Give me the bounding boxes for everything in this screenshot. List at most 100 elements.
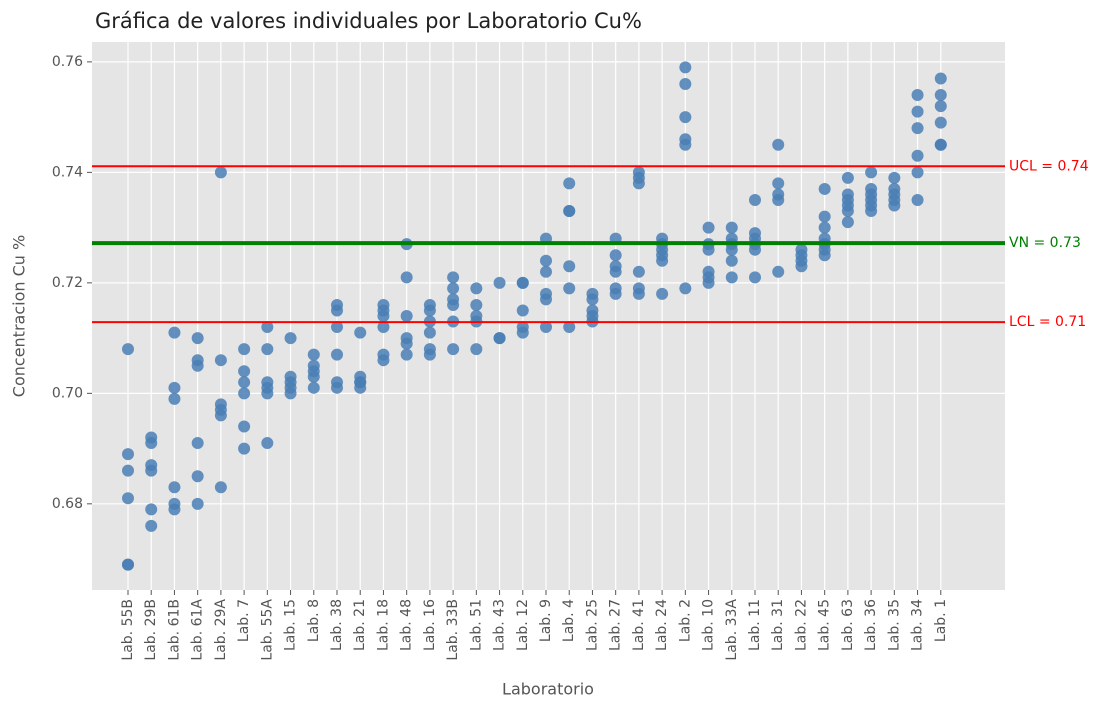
point: [516, 326, 529, 339]
point: [284, 387, 297, 400]
point: [423, 326, 436, 339]
reference-label: LCL = 0.71: [1009, 314, 1086, 330]
point: [540, 254, 552, 267]
point: [238, 442, 251, 455]
point: [818, 182, 831, 195]
point: [679, 77, 692, 90]
point: [331, 321, 343, 334]
x-tick-label: Lab. 33B: [445, 599, 461, 661]
point: [470, 282, 483, 295]
point: [888, 199, 901, 212]
point: [609, 265, 622, 278]
x-tick-label: Lab. 63: [840, 599, 856, 651]
point: [284, 332, 297, 345]
x-tick-label: Lab. 15: [283, 599, 299, 651]
x-tick-label: Lab. 35: [886, 599, 902, 651]
point: [423, 348, 436, 361]
point: [261, 437, 274, 450]
point: [540, 293, 552, 306]
x-tick-label: Lab. 55B: [120, 599, 136, 661]
point: [841, 205, 854, 218]
grid: [92, 42, 1005, 590]
point: [214, 409, 227, 422]
point: [841, 171, 854, 184]
point: [702, 276, 715, 289]
x-tick-label: Lab. 45: [817, 599, 833, 651]
point: [354, 326, 367, 339]
point: [772, 265, 785, 278]
point: [934, 116, 947, 129]
x-tick-label: Lab. 31: [770, 599, 786, 651]
x-tick-label: Lab. 55A: [259, 599, 275, 661]
point: [168, 481, 181, 494]
point: [307, 348, 320, 361]
x-tick-label: Lab. 9: [538, 599, 554, 642]
x-tick-label: Lab. 34: [910, 599, 926, 651]
point: [632, 287, 645, 300]
point: [122, 448, 134, 461]
point: [423, 304, 436, 317]
point: [331, 381, 343, 394]
point: [772, 177, 785, 190]
x-tick-label: Lab. 38: [329, 599, 345, 651]
point: [679, 111, 692, 124]
chart-title: Gráfica de valores individuales por Labo…: [95, 9, 642, 33]
point: [609, 249, 622, 262]
point: [563, 205, 576, 218]
point: [679, 282, 692, 295]
x-tick-label: Lab. 1: [933, 599, 949, 642]
point: [772, 193, 785, 206]
point: [447, 343, 460, 356]
point: [934, 138, 947, 151]
point: [122, 464, 134, 477]
point: [911, 89, 924, 102]
point: [145, 437, 158, 450]
x-tick-label: Lab. 61B: [166, 599, 182, 661]
point: [563, 260, 576, 273]
y-tick-label: 0.68: [52, 496, 83, 512]
point: [447, 282, 460, 295]
point: [400, 310, 413, 322]
y-tick-label: 0.72: [52, 275, 83, 291]
x-tick-label: Lab. 51: [468, 599, 484, 651]
point: [145, 503, 158, 516]
x-tick-label: Lab. 18: [375, 599, 391, 651]
point: [191, 359, 204, 372]
point: [238, 343, 251, 356]
x-tick-label: Lab. 36: [863, 599, 879, 651]
point: [679, 61, 692, 74]
point: [911, 166, 924, 179]
x-tick-label: Lab. 29B: [143, 599, 159, 661]
point: [540, 265, 552, 278]
point: [865, 166, 878, 179]
point: [749, 271, 761, 284]
point: [470, 298, 483, 311]
point: [214, 481, 227, 494]
point: [911, 193, 924, 206]
point: [632, 265, 645, 278]
point: [122, 343, 134, 356]
point: [377, 354, 390, 367]
y-tick-label: 0.74: [52, 164, 83, 180]
x-tick-label: Lab. 41: [631, 599, 647, 651]
point: [168, 392, 181, 405]
point: [934, 72, 947, 85]
point: [679, 138, 692, 151]
point: [772, 138, 785, 151]
point: [725, 254, 738, 267]
x-tick-label: Lab. 33A: [724, 599, 740, 661]
point: [888, 171, 901, 184]
point: [238, 376, 251, 389]
point: [818, 249, 831, 262]
point: [702, 243, 715, 256]
x-tick-label: Lab. 8: [306, 599, 322, 642]
point: [377, 321, 390, 334]
point: [841, 216, 854, 229]
y-tick-label: 0.70: [52, 385, 83, 401]
point: [122, 558, 134, 571]
point: [145, 519, 158, 532]
point: [725, 271, 738, 284]
point: [307, 370, 320, 383]
point: [168, 381, 181, 394]
x-tick-label: Lab. 27: [608, 599, 624, 651]
